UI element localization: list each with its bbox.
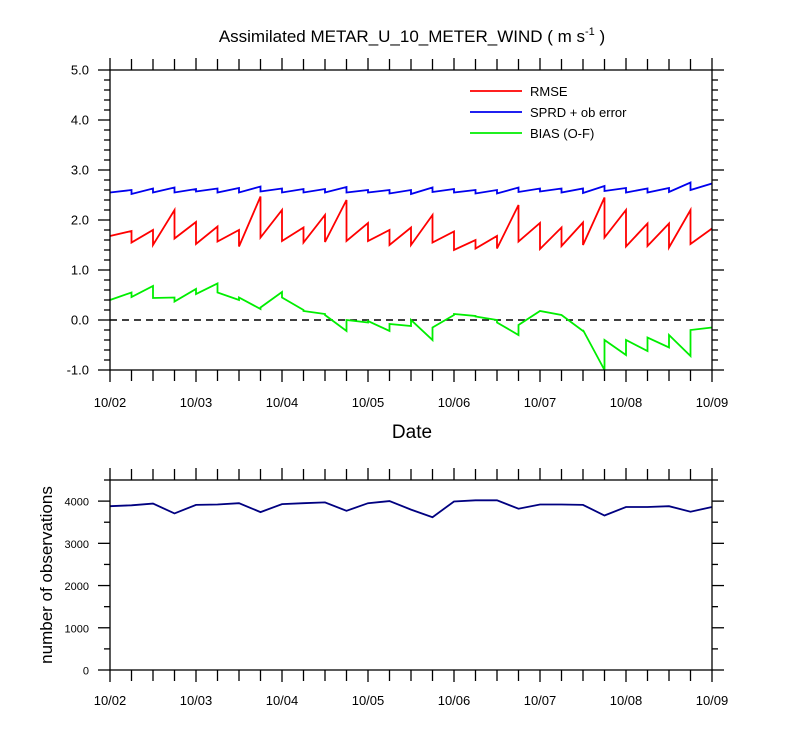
top-xtick-label: 10/04 [266,395,299,410]
title-main: Assimilated METAR_U_10_METER_WIND ( m s [219,27,585,46]
bottom-xtick-label: 10/03 [180,693,213,708]
title-superscript: -1 [585,26,595,38]
series-line-sprd [109,181,713,196]
top-ytick-label: 4.0 [71,113,89,128]
bottom-xtick-label: 10/04 [266,693,299,708]
top-ytick-label: 3.0 [71,163,89,178]
legend-label-sprd: SPRD + ob error [530,105,627,120]
bottom-xtick-label: 10/05 [352,693,385,708]
top-chart: Assimilated METAR_U_10_METER_WIND ( m s-… [67,26,729,443]
top-xtick-label: 10/02 [94,395,127,410]
top-y-tick-labels: -1.0 0.0 1.0 2.0 3.0 4.0 5.0 [67,63,89,378]
series-line-bias [109,282,713,371]
legend-label-rmse: RMSE [530,84,568,99]
top-x-tick-labels: 10/02 10/03 10/04 10/05 10/06 10/07 10/08 10/09 [94,395,729,410]
bottom-y-axis-label: number of observations [37,486,56,664]
legend-label-bias: BIAS (O-F) [530,126,594,141]
legend: RMSE SPRD + ob error BIAS (O-F) [470,84,627,141]
bottom-y-ticks [98,479,724,671]
bottom-plot-frame [109,479,713,671]
top-x-axis-label: Date [392,422,432,443]
top-ytick-label: -1.0 [67,363,89,378]
bottom-xtick-label: 10/02 [94,693,127,708]
bottom-ytick-label: 4000 [65,497,89,509]
top-xtick-label: 10/08 [610,395,643,410]
top-ytick-label: 2.0 [71,213,89,228]
bottom-x-tick-labels: 10/02 10/03 10/04 10/05 10/06 10/07 10/08 10/09 [94,693,729,708]
bottom-ytick-label: 3000 [65,539,89,551]
series-line-observations [109,499,713,519]
legend-item-rmse: RMSE [470,84,568,99]
bottom-ytick-label: 2000 [65,581,89,593]
top-ytick-label: 1.0 [71,263,89,278]
top-x-ticks [109,58,713,382]
bottom-x-ticks [109,468,713,682]
bottom-ytick-label: 0 [83,666,89,678]
top-xtick-label: 10/05 [352,395,385,410]
bottom-ytick-label: 1000 [65,623,89,635]
top-xtick-label: 10/07 [524,395,557,410]
title-end: ) [595,27,605,46]
bottom-xtick-label: 10/09 [696,693,729,708]
series-line-rmse [109,196,713,252]
bottom-chart: 10/02 10/03 10/04 10/05 10/06 10/07 10/08 10/09… [37,468,728,708]
bottom-xtick-label: 10/06 [438,693,471,708]
top-chart-title: Assimilated METAR_U_10_METER_WIND ( m s-… [219,26,605,46]
top-xtick-label: 10/06 [438,395,471,410]
top-xtick-label: 10/03 [180,395,213,410]
top-xtick-label: 10/09 [696,395,729,410]
legend-item-bias: BIAS (O-F) [470,126,594,141]
bottom-xtick-label: 10/08 [610,693,643,708]
bottom-xtick-label: 10/07 [524,693,557,708]
top-y-ticks [98,69,724,371]
top-ytick-label: 0.0 [71,313,89,328]
bottom-y-tick-labels: 0 1000 2000 3000 4000 [65,497,89,678]
legend-item-sprd: SPRD + ob error [470,105,627,120]
top-plot-frame [109,69,713,371]
top-ytick-label: 5.0 [71,63,89,78]
